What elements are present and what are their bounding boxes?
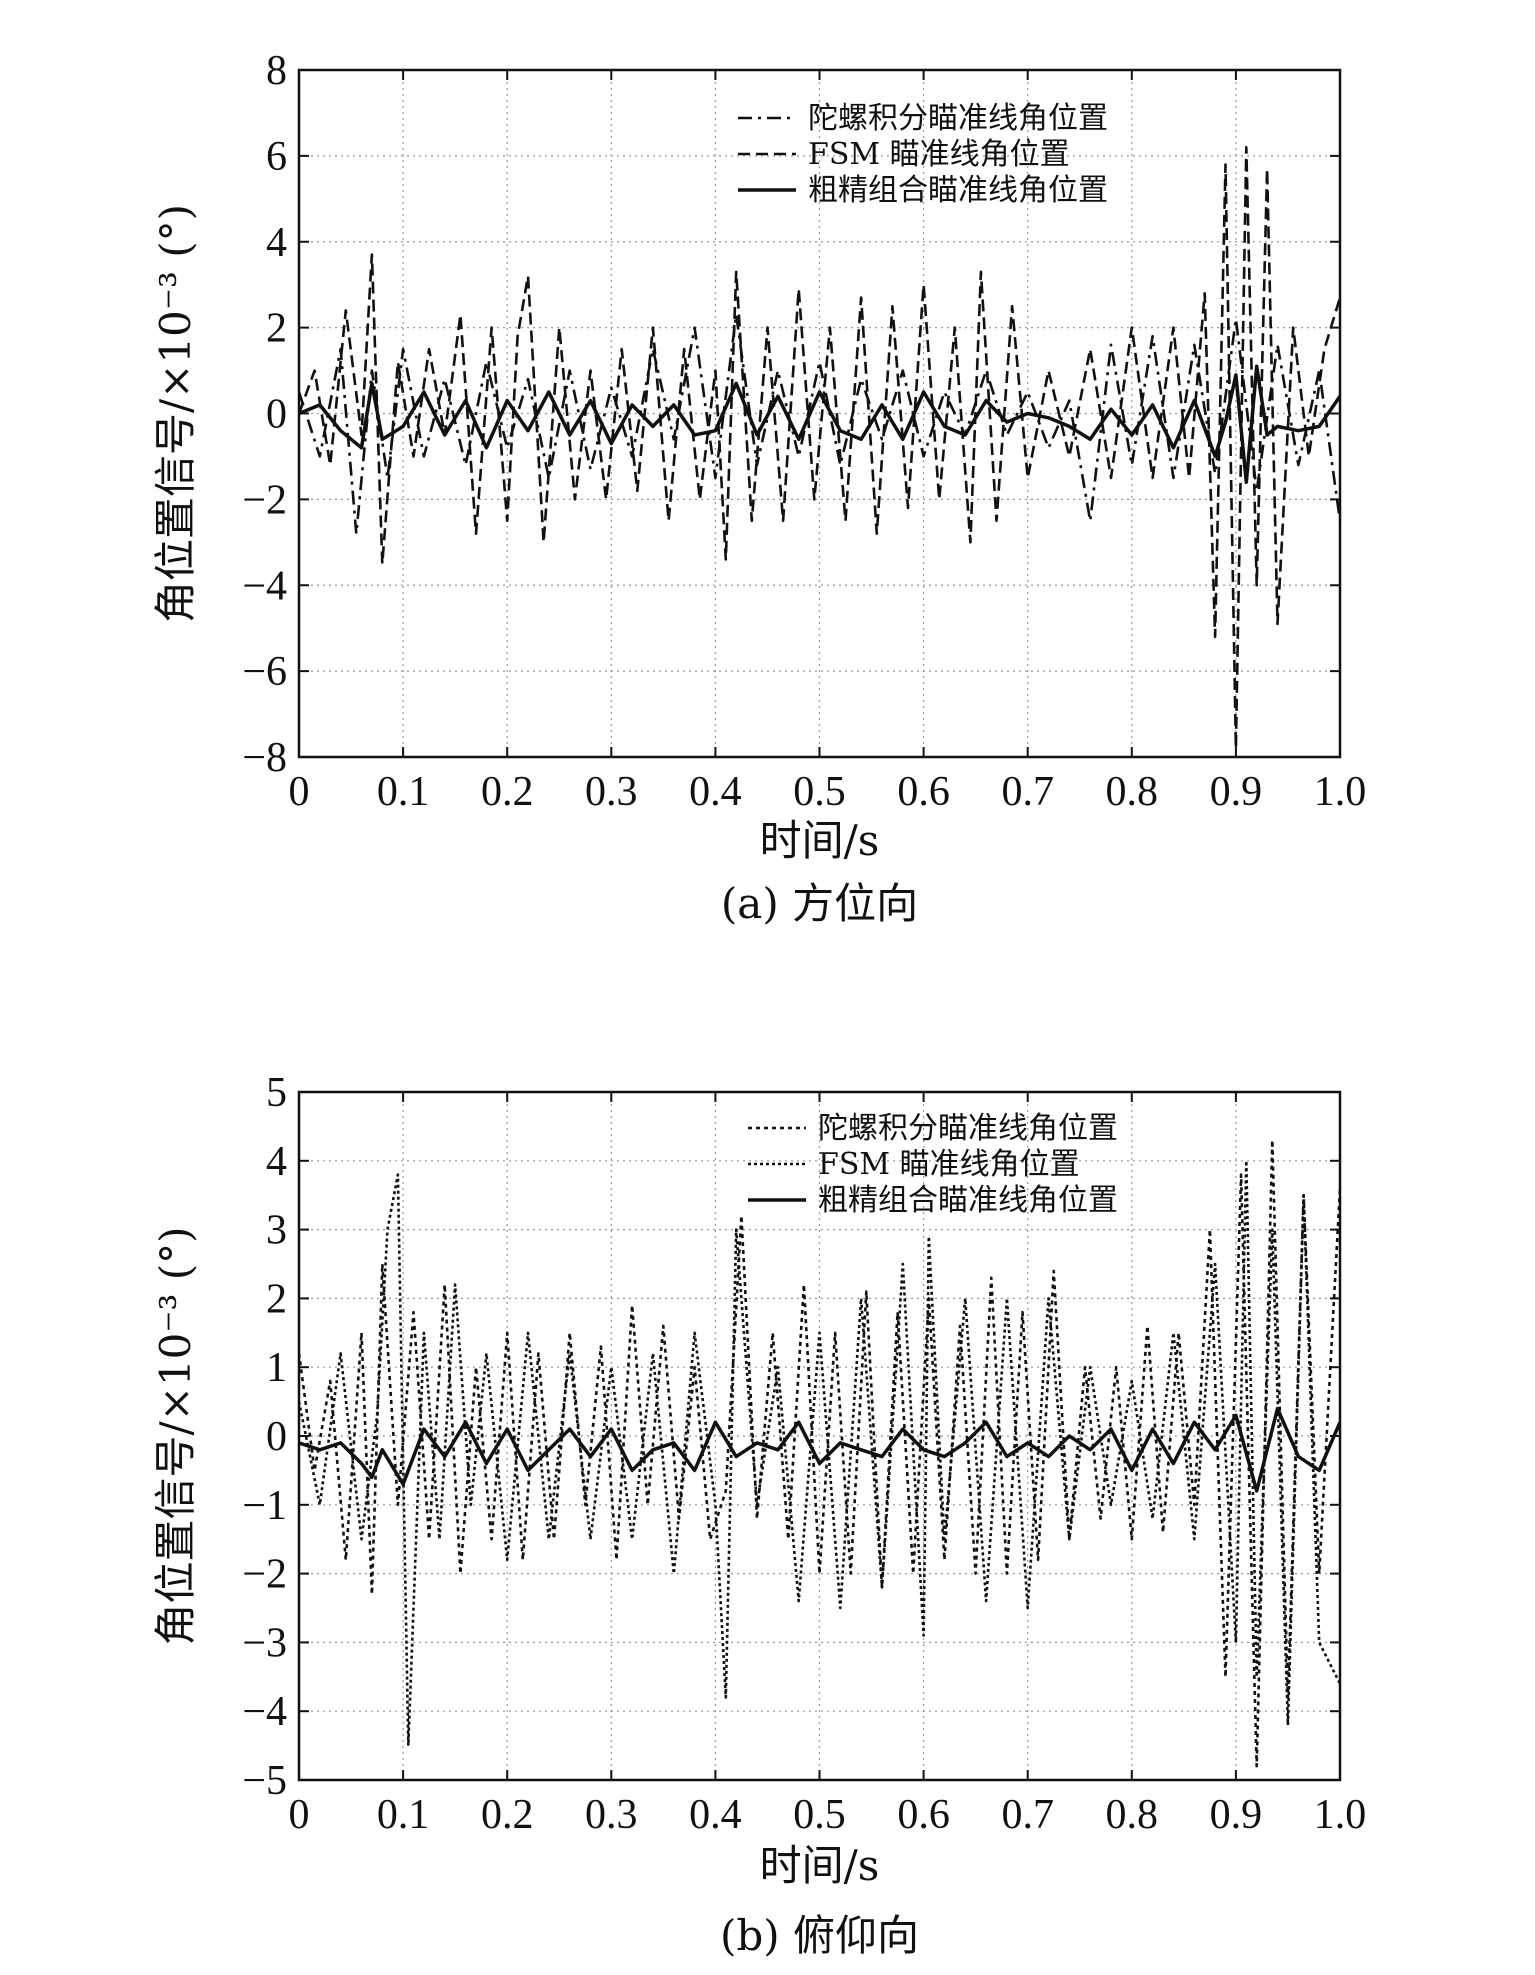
legend-label-2: FSM 瞄准线角位置 (818, 1147, 1080, 1182)
subfigure-caption: (b) 俯仰向 (720, 1911, 919, 1960)
y-tick-label: −5 (242, 1758, 287, 1804)
series-line-1 (299, 1138, 1340, 1768)
x-tick-label: 0.1 (377, 769, 430, 815)
series-line-3 (299, 1406, 1340, 1493)
chart-a: 0 0.1 0.2 0.3 0.4 0.5 0.6 0.7 0.8 0.9 1.0 −8 −6 −4 −2 0… (151, 48, 1366, 928)
x-tick-label: 0 (289, 769, 310, 815)
series-line-3 (299, 364, 1340, 484)
y-tick-label: 3 (266, 1208, 287, 1254)
y-tick-label: 5 (266, 1070, 287, 1116)
x-tick-label: 0.7 (1001, 1792, 1054, 1838)
y-tick-label: −4 (242, 1689, 287, 1735)
legend-label-3: 粗精组合瞄准线角位置 (808, 173, 1108, 208)
x-tick-label: 0.3 (585, 769, 638, 815)
x-tick-label: 0.9 (1210, 769, 1263, 815)
y-tick-label: −2 (242, 1552, 287, 1598)
plot-frame (297, 68, 1342, 759)
y-tick-label: −6 (242, 649, 287, 695)
x-tick-label: 0.4 (689, 1792, 742, 1838)
y-axis-label: 角位置信号/×10⁻³ (°) (151, 204, 200, 623)
y-tick-label: −1 (242, 1483, 287, 1529)
series-line-1 (299, 313, 1340, 536)
x-axis-label: 时间/s (760, 1841, 880, 1890)
subfigure-caption: (a) 方位向 (721, 879, 918, 928)
x-axis-label: 时间/s (760, 816, 880, 865)
legend-label-1: 陀螺积分瞄准线角位置 (808, 101, 1108, 136)
x-tick-label: 0.5 (793, 769, 846, 815)
x-tick-label: 1.0 (1314, 1792, 1367, 1838)
x-tick-label: 0.8 (1106, 1792, 1159, 1838)
x-tick-label: 0.2 (481, 769, 534, 815)
y-tick-label: −3 (242, 1620, 287, 1666)
x-tick-label: 0.6 (897, 769, 950, 815)
y-tick-label: 8 (266, 48, 287, 94)
y-tick-label: 0 (266, 1414, 287, 1460)
y-tick-label: 4 (266, 220, 287, 266)
legend-label-2: FSM 瞄准线角位置 (808, 137, 1070, 172)
x-tick-label: 0 (289, 1792, 310, 1838)
chart-b: 0 0.1 0.2 0.3 0.4 0.5 0.6 0.7 0.8 0.9 1.0 −5 −4 −3 −2 −… (151, 1070, 1366, 1960)
y-tick-label: 2 (266, 306, 287, 352)
y-tick-label: 6 (266, 134, 287, 180)
legend-label-1: 陀螺积分瞄准线角位置 (818, 1111, 1118, 1146)
x-tick-label: 0.2 (481, 1792, 534, 1838)
y-tick-label: −2 (242, 477, 287, 523)
y-tick-label: 1 (266, 1345, 287, 1391)
x-tick-label: 0.3 (585, 1792, 638, 1838)
x-tick-label: 0.1 (377, 1792, 430, 1838)
x-tick-label: 0.6 (897, 1792, 950, 1838)
x-tick-label: 1.0 (1314, 769, 1367, 815)
x-tick-label: 0.8 (1106, 769, 1159, 815)
y-tick-label: 0 (266, 392, 287, 438)
y-tick-label: −4 (242, 563, 287, 609)
y-axis-label: 角位置信号/×10⁻³ (°) (151, 1227, 200, 1646)
y-tick-label: 4 (266, 1139, 287, 1185)
x-tick-label: 0.9 (1210, 1792, 1263, 1838)
legend-label-3: 粗精组合瞄准线角位置 (818, 1183, 1118, 1218)
x-tick-label: 0.7 (1001, 769, 1054, 815)
plot-frame (297, 1090, 1342, 1782)
y-tick-label: 2 (266, 1276, 287, 1322)
y-tick-label: −8 (242, 735, 287, 781)
series-line-2 (299, 1159, 1340, 1747)
x-tick-label: 0.4 (689, 769, 742, 815)
x-tick-label: 0.5 (793, 1792, 846, 1838)
